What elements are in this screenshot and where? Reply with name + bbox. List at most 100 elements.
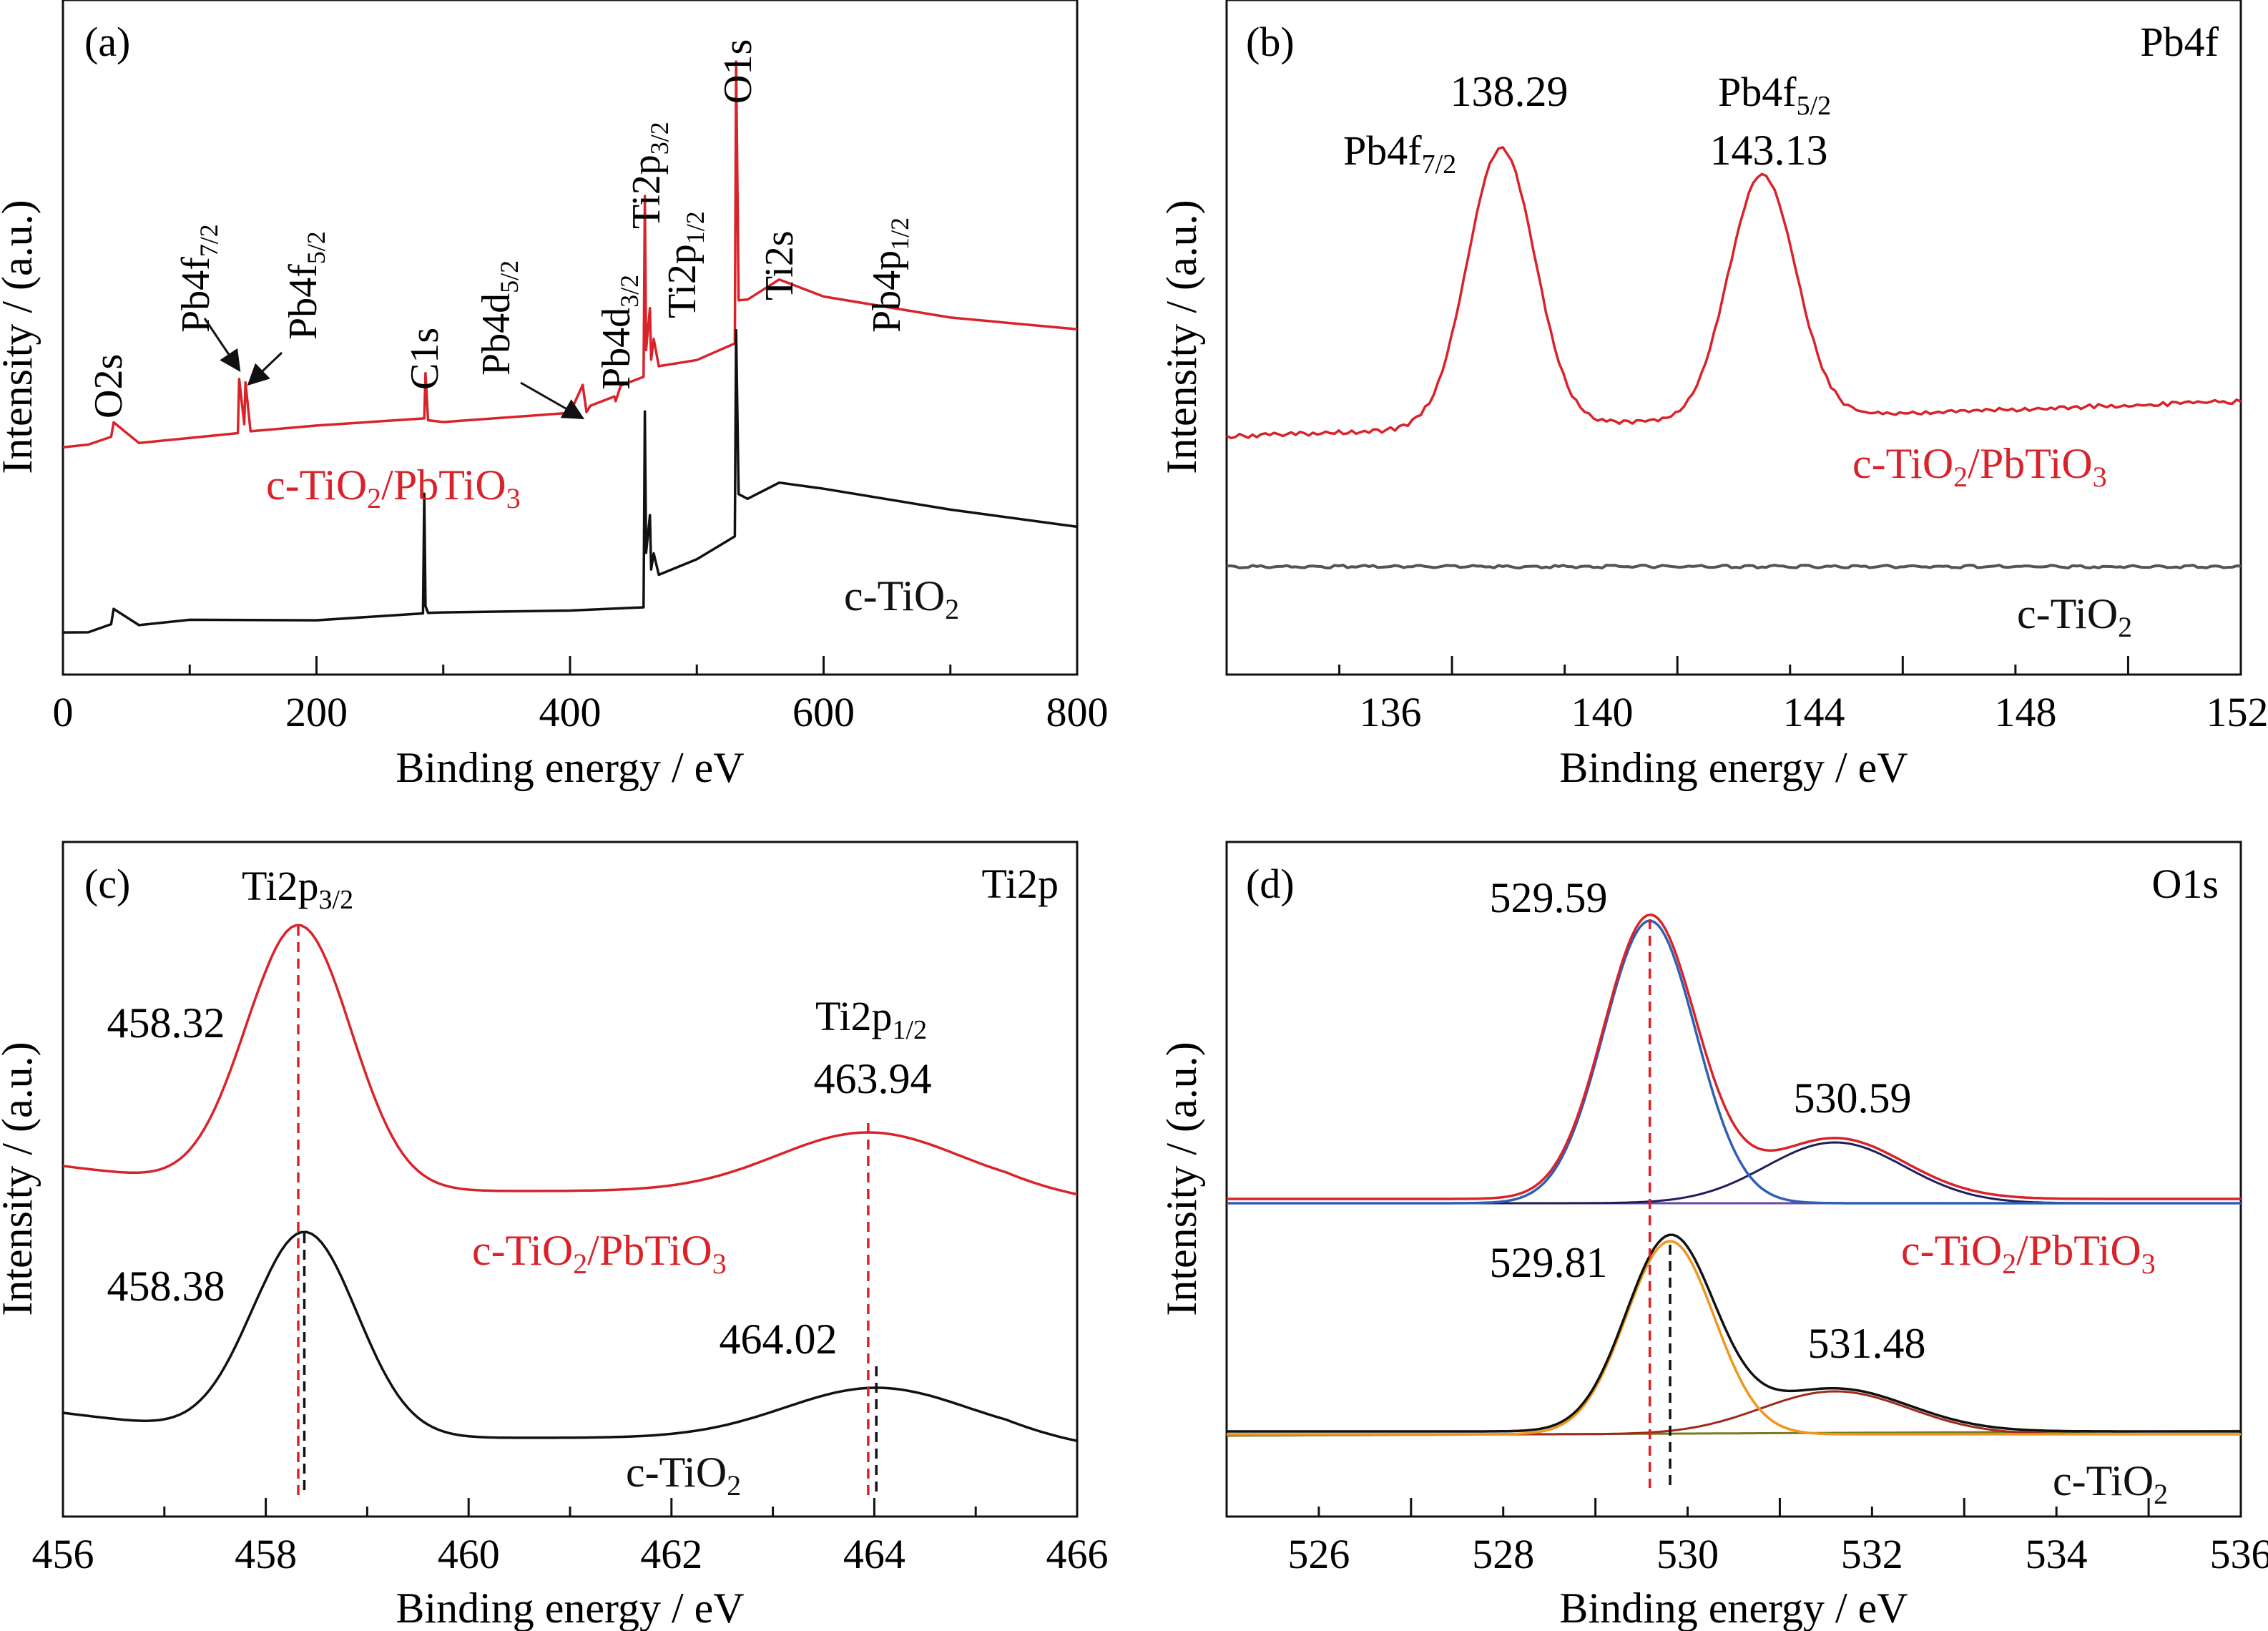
- plot-frame: [62, 841, 1079, 1518]
- peak-value-label: 531.48: [1808, 1320, 1926, 1367]
- peak-name-label: Pb4f5/2: [1718, 69, 1831, 121]
- tick-label: 600: [792, 689, 855, 735]
- series-label-composite: c-TiO2/PbTiO3: [1852, 440, 2107, 493]
- tick-label: 460: [438, 1531, 500, 1577]
- arrow-pb4f52: [247, 351, 283, 386]
- x-ticks: [1225, 656, 2242, 675]
- series-line: [1226, 564, 2242, 569]
- series-line: [62, 328, 1078, 634]
- peak-value-label: 458.38: [107, 1263, 225, 1310]
- peak-name-label: Ti2p1/2: [815, 993, 927, 1045]
- peak-label-pb4p12: Pb4p1/2: [865, 217, 914, 333]
- x-ticks: [62, 656, 1079, 675]
- peak-label-pb4d32: Pb4d3/2: [594, 275, 644, 390]
- panel-b: 136 140 144 148 152 (b) Pb4f Binding ene…: [1158, 0, 2268, 791]
- tick-label: 200: [285, 689, 348, 735]
- panel-c: 456 458 460 462 464 466 (c) Ti2p Binding…: [0, 841, 1109, 1631]
- series-label-tio2: c-TiO2: [844, 572, 959, 625]
- tick-label: 464: [843, 1531, 905, 1577]
- peak-value-label: 143.13: [1710, 127, 1828, 174]
- tick-label: 528: [1472, 1531, 1534, 1577]
- series-label-composite: c-TiO2/PbTiO3: [266, 461, 521, 514]
- y-axis-label: Intensity / (a.u.): [0, 200, 41, 474]
- panel-label: (a): [84, 19, 130, 65]
- series-line: [62, 1230, 1078, 1443]
- series-lines: [62, 924, 1078, 1495]
- tick-label: 0: [53, 689, 74, 735]
- tick-label: 140: [1571, 689, 1634, 735]
- peak-name-label: Pb4f7/2: [1343, 127, 1456, 180]
- fit-component-line: [1227, 1390, 2241, 1436]
- fit-component-line: [1227, 1240, 2241, 1436]
- element-label: Pb4f: [2140, 19, 2219, 65]
- series-line: [1227, 913, 2241, 1200]
- peak-value-label: 464.02: [720, 1316, 838, 1363]
- x-ticks: [1225, 1498, 2242, 1517]
- peak-name-label: Ti2p3/2: [242, 863, 353, 915]
- fit-component-line: [1227, 919, 2241, 1205]
- x-axis-label: Binding energy / eV: [396, 744, 744, 791]
- series-label-tio2: c-TiO2: [2017, 590, 2132, 643]
- series-label-tio2: c-TiO2: [2053, 1457, 2168, 1510]
- series-line: [1227, 1233, 2241, 1433]
- peak-value-label: 463.94: [814, 1055, 932, 1102]
- tick-label: 144: [1783, 689, 1845, 735]
- tick-label: 148: [1995, 689, 2057, 735]
- y-axis-label: Intensity / (a.u.): [1158, 200, 1205, 474]
- peak-label-pb4d52: Pb4d5/2: [474, 260, 524, 376]
- tick-label: 152: [2206, 689, 2268, 735]
- series-label-tio2: c-TiO2: [626, 1449, 741, 1502]
- peak-value-label: 138.29: [1450, 68, 1569, 115]
- panel-d: 526 528 530 532 534 536 (d) O1s Binding …: [1158, 841, 2268, 1631]
- panel-label: (c): [84, 861, 130, 907]
- x-axis-label: Binding energy / eV: [1559, 1585, 1908, 1631]
- peak-label-o2s: O2s: [87, 354, 131, 418]
- peak-label-ti2s: Ti2s: [757, 230, 802, 300]
- peak-value-label: 530.59: [1794, 1074, 1912, 1122]
- peak-label-ti2p32: Ti2p3/2: [624, 122, 674, 229]
- series-line: [62, 924, 1078, 1196]
- series-lines: [1227, 913, 2241, 1488]
- series-label-composite: c-TiO2/PbTiO3: [1901, 1227, 2156, 1280]
- peak-label-pb4f52: Pb4f5/2: [281, 231, 330, 340]
- peak-label-pb4f72: Pb4f7/2: [174, 224, 223, 333]
- y-axis-label: Intensity / (a.u.): [1158, 1042, 1205, 1316]
- arrow-pb4f72: [203, 318, 241, 372]
- peak-value-label: 458.32: [107, 999, 225, 1047]
- peak-label-c1s: C1s: [403, 328, 447, 390]
- peak-label-ti2p12: Ti2p1/2: [660, 211, 710, 318]
- plot-frame: [1225, 841, 2242, 1518]
- series-label-composite: c-TiO2/PbTiO3: [472, 1227, 727, 1280]
- x-axis-label: Binding energy / eV: [396, 1585, 744, 1631]
- element-label: O1s: [2152, 861, 2219, 907]
- tick-label: 458: [235, 1531, 297, 1577]
- tick-label: 400: [539, 689, 602, 735]
- series-lines: [62, 60, 1078, 634]
- x-axis-label: Binding energy / eV: [1559, 744, 1908, 791]
- peak-value-label: 529.81: [1490, 1239, 1608, 1286]
- series-line: [62, 60, 1078, 449]
- tick-label: 532: [1841, 1531, 1903, 1577]
- series-lines: [1226, 146, 2242, 569]
- tick-label: 534: [2026, 1531, 2088, 1577]
- arrow-pb4d52: [520, 381, 585, 419]
- tick-label: 456: [32, 1531, 94, 1577]
- panel-a: 0 200 400 600 800 (a) Binding energy / e…: [0, 0, 1109, 791]
- peak-value-label: 529.59: [1490, 874, 1608, 921]
- peak-label-o1s: O1s: [716, 39, 760, 104]
- panel-label: (d): [1246, 861, 1295, 907]
- panel-label: (b): [1246, 19, 1295, 65]
- tick-label: 526: [1287, 1531, 1350, 1577]
- element-label: Ti2p: [981, 861, 1059, 907]
- y-axis-label: Intensity / (a.u.): [0, 1042, 41, 1316]
- tick-label: 800: [1046, 689, 1109, 735]
- tick-label: 462: [640, 1531, 702, 1577]
- tick-label: 530: [1656, 1531, 1719, 1577]
- series-line: [1226, 146, 2242, 440]
- tick-label: 466: [1046, 1531, 1109, 1577]
- tick-label: 136: [1360, 689, 1422, 735]
- tick-label: 536: [2210, 1531, 2268, 1577]
- x-ticks: [62, 1498, 1079, 1517]
- plot-frame: [1225, 0, 2242, 676]
